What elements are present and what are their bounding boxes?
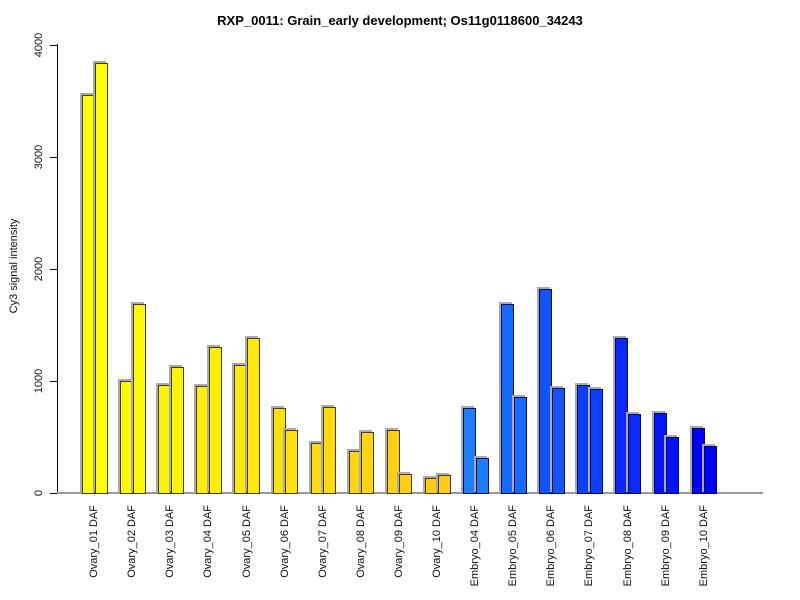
bar xyxy=(158,385,171,494)
bar xyxy=(438,475,451,494)
x-tick-label: Embryo_07 DAF xyxy=(583,505,596,587)
y-tick xyxy=(50,381,57,382)
bar xyxy=(323,407,336,494)
bar xyxy=(361,432,374,494)
bar xyxy=(666,437,679,494)
bar xyxy=(399,474,412,494)
x-tick-label: Ovary_07 DAF xyxy=(316,505,329,578)
y-tick-label: 0 xyxy=(33,489,45,497)
bar xyxy=(247,338,260,494)
bar xyxy=(577,385,590,494)
bar xyxy=(501,304,514,494)
bar xyxy=(95,63,108,494)
bar xyxy=(196,386,209,494)
x-tick-label: Ovary_06 DAF xyxy=(278,505,291,578)
y-tick xyxy=(50,269,57,270)
y-axis xyxy=(57,44,58,494)
bar xyxy=(234,365,247,494)
bar xyxy=(590,389,603,494)
bar xyxy=(476,458,489,494)
y-tick xyxy=(50,493,57,494)
x-tick-label: Ovary_04 DAF xyxy=(202,505,215,578)
x-tick-label: Ovary_01 DAF xyxy=(88,505,101,578)
x-tick-label: Ovary_08 DAF xyxy=(354,505,367,578)
bar xyxy=(704,446,717,494)
bar xyxy=(615,338,628,494)
bar xyxy=(552,388,565,494)
y-tick-label: 3000 xyxy=(33,144,45,170)
chart-title: RXP_0011: Grain_early development; Os11g… xyxy=(217,13,583,28)
bar xyxy=(285,430,298,494)
y-axis-label: Cy3 signal intensity xyxy=(8,218,20,314)
x-tick-label: Ovary_09 DAF xyxy=(392,505,405,578)
bar xyxy=(82,95,95,494)
x-tick-label: Ovary_02 DAF xyxy=(126,505,139,578)
x-tick-label: Ovary_03 DAF xyxy=(164,505,177,578)
bar xyxy=(425,478,438,494)
y-tick-label: 4000 xyxy=(33,32,45,58)
x-tick-label: Embryo_06 DAF xyxy=(545,505,558,587)
bar xyxy=(133,304,146,494)
y-tick-label: 1000 xyxy=(33,368,45,394)
x-tick-label: Ovary_10 DAF xyxy=(431,505,443,578)
x-tick-label: Embryo_04 DAF xyxy=(469,505,482,587)
bar xyxy=(387,430,400,494)
bar xyxy=(171,367,184,494)
bar xyxy=(514,397,527,494)
bar xyxy=(120,381,133,494)
y-tick xyxy=(50,157,57,158)
y-tick xyxy=(50,45,57,46)
bar xyxy=(209,347,222,494)
bar xyxy=(628,414,641,494)
x-tick-label: Embryo_08 DAF xyxy=(621,505,634,587)
y-tick-label: 2000 xyxy=(33,256,45,282)
bar xyxy=(539,289,552,494)
x-tick-label: Embryo_10 DAF xyxy=(697,505,710,587)
x-tick-label: Embryo_09 DAF xyxy=(659,505,672,587)
x-tick-label: Embryo_05 DAF xyxy=(507,505,520,587)
x-tick-label: Ovary_05 DAF xyxy=(240,505,253,578)
bar xyxy=(463,408,476,494)
